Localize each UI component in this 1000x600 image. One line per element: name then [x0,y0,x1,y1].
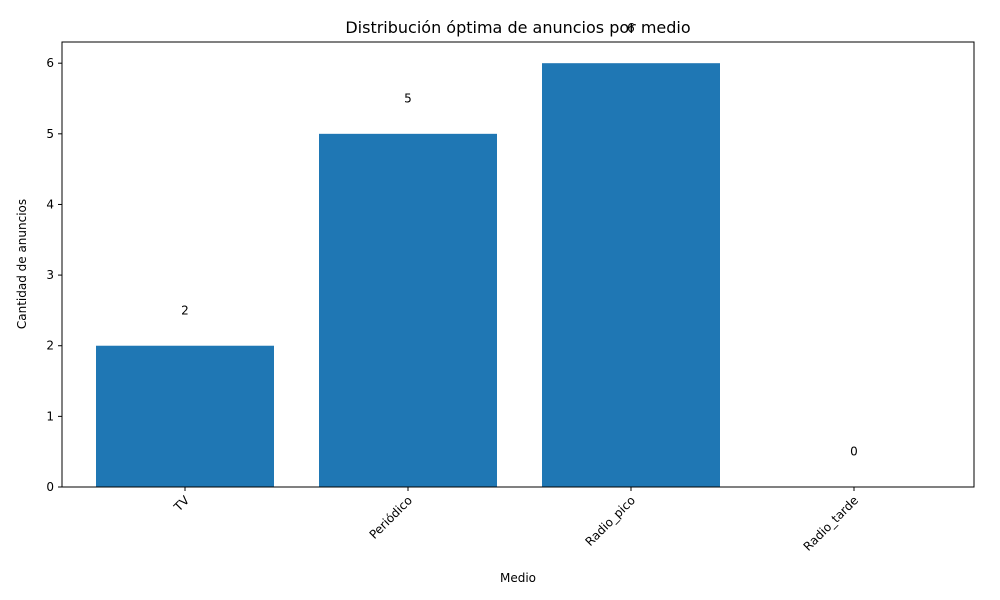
y-axis-label: Cantidad de anuncios [15,199,29,329]
data-label-tv: 2 [181,303,189,317]
x-tick-label-periódico: Periódico [367,493,416,542]
y-tick-label-4: 4 [46,197,54,211]
y-tick-label-1: 1 [46,409,54,423]
data-labels-group: 2 5 6 0 [181,21,858,459]
data-label-radio_tarde: 0 [850,445,858,459]
data-label-periódico: 5 [404,92,412,106]
x-tick-label-radio_pico: Radio_pico [583,493,639,549]
y-tick-label-0: 0 [46,480,54,494]
y-tick-label-6: 6 [46,56,54,70]
data-label-radio_pico: 6 [627,21,635,35]
plot-frame [61,41,975,488]
bar-periódico [319,133,497,488]
bar-tv [96,345,274,487]
y-axis: 0 1 2 3 4 5 6 [46,56,62,494]
y-tick-label-3: 3 [46,268,54,282]
y-tick-label-2: 2 [46,339,54,353]
x-tick-label-tv: TV [171,493,193,515]
bars-group [96,63,720,488]
y-tick-label-5: 5 [46,127,54,141]
bar-radio_pico [542,63,720,487]
chart-title: Distribución óptima de anuncios por medi… [345,18,690,37]
x-axis-label: Medio [500,571,536,585]
x-tick-label-radio_tarde: Radio_tarde [801,493,861,553]
x-axis: TV Periódico Radio_pico Radio_tarde [171,487,861,554]
